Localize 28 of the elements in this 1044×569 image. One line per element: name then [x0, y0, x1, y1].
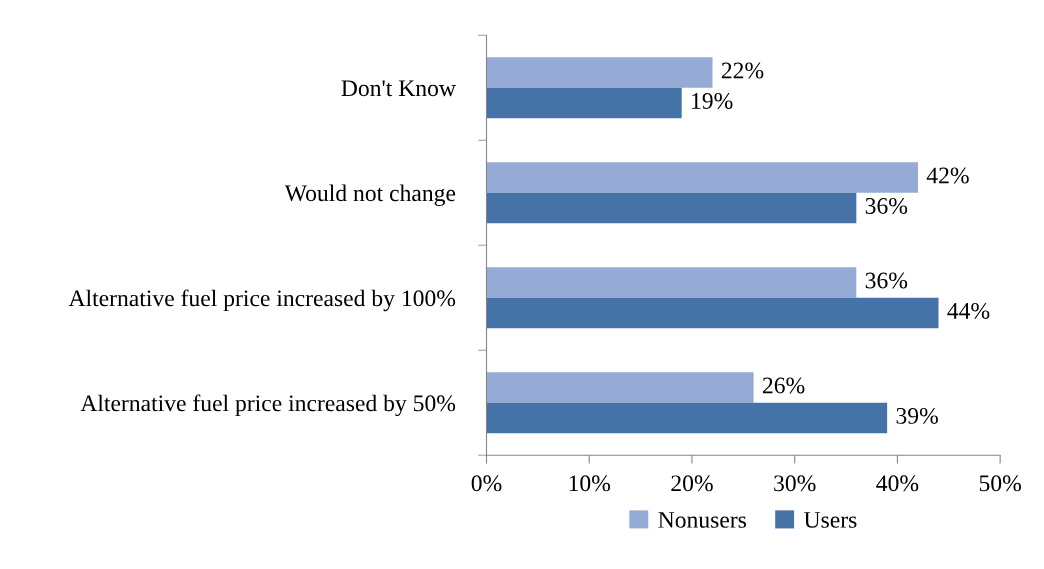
data-label: 42% — [926, 167, 969, 184]
y-tick-label: Alternative fuel price increased by 50% — [80, 394, 456, 417]
bar — [486, 297, 939, 329]
data-label: 26% — [762, 377, 805, 394]
data-label: 19% — [692, 92, 733, 109]
data-label: 39% — [896, 407, 938, 424]
bar — [486, 87, 682, 119]
data-label: 36% — [865, 272, 908, 289]
bar — [486, 192, 857, 224]
y-tick-label: Alternative fuel price increased by 100% — [68, 289, 456, 312]
x-tick-label: 50% — [979, 475, 1021, 492]
y-tick-label: Don't Know — [341, 80, 456, 97]
bar — [486, 57, 713, 88]
data-label: 44% — [947, 302, 990, 319]
data-label: 36% — [865, 197, 908, 214]
x-tick-label: 10% — [569, 475, 611, 492]
bar — [486, 402, 888, 434]
legend-label: Users — [804, 512, 857, 528]
x-tick-label: 20% — [671, 475, 713, 492]
x-tick-label: 40% — [876, 475, 919, 492]
x-tick-label: 0% — [471, 475, 502, 492]
legend-label: Nonusers — [658, 512, 747, 528]
data-label: 22% — [721, 62, 764, 79]
x-tick-label: 30% — [774, 475, 816, 492]
bar — [486, 162, 918, 193]
bar — [486, 372, 754, 403]
y-tick-label: Would not change — [284, 184, 456, 207]
bar — [486, 267, 857, 298]
